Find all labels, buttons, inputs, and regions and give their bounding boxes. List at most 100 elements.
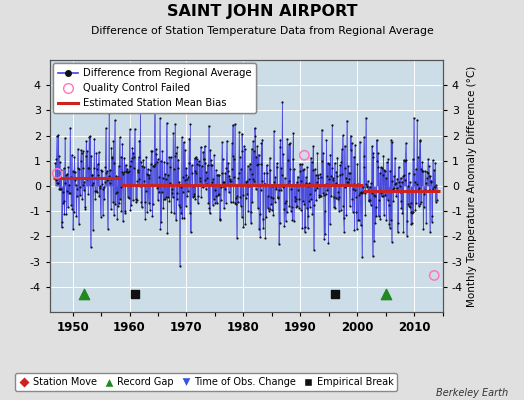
Point <box>407 221 415 228</box>
Point <box>296 168 304 174</box>
Point <box>179 189 187 195</box>
Point <box>173 143 181 150</box>
Point <box>104 226 112 232</box>
Point <box>245 183 253 189</box>
Point <box>408 220 416 226</box>
Point <box>53 180 62 186</box>
Point <box>179 174 188 180</box>
Point <box>347 147 355 153</box>
Point <box>350 181 358 187</box>
Point <box>292 204 300 210</box>
Point <box>264 193 272 200</box>
Point <box>380 168 389 174</box>
Point <box>387 238 396 245</box>
Point <box>358 254 366 260</box>
Point <box>223 138 231 144</box>
Point <box>180 215 188 222</box>
Point <box>58 224 66 230</box>
Point <box>403 200 412 207</box>
Point <box>349 186 357 192</box>
Point <box>243 178 251 184</box>
Point <box>214 172 222 178</box>
Point <box>417 199 425 206</box>
Point <box>183 193 191 200</box>
Point <box>322 137 331 144</box>
Point <box>225 178 234 184</box>
Point <box>312 179 321 185</box>
Point <box>342 212 351 218</box>
Point <box>380 212 388 218</box>
Point <box>227 178 235 184</box>
Point <box>154 183 162 189</box>
Point <box>244 207 253 214</box>
Point <box>200 143 209 150</box>
Point <box>66 190 74 196</box>
Point <box>297 206 305 213</box>
Point <box>213 200 221 206</box>
Point <box>171 121 179 127</box>
Point <box>228 153 237 160</box>
Point <box>113 188 121 195</box>
Point <box>377 190 385 196</box>
Point <box>366 202 375 208</box>
Point <box>279 150 287 157</box>
Point <box>281 200 289 207</box>
Point <box>332 169 341 176</box>
Point <box>265 154 274 161</box>
Point <box>218 139 226 146</box>
Point <box>162 120 171 126</box>
Point <box>86 133 94 139</box>
Point <box>84 191 92 198</box>
Point <box>232 201 240 207</box>
Point <box>324 160 332 166</box>
Point <box>79 182 87 189</box>
Point <box>314 174 322 181</box>
Point <box>353 226 361 232</box>
Point <box>195 178 204 184</box>
Point <box>331 180 340 186</box>
Point <box>395 179 403 186</box>
Point <box>290 198 299 204</box>
Point <box>257 160 265 167</box>
Point <box>103 168 111 174</box>
Point <box>115 134 124 140</box>
Point <box>199 156 208 162</box>
Point <box>102 125 110 131</box>
Point <box>94 149 103 155</box>
Point <box>299 166 307 173</box>
Point <box>219 182 227 189</box>
Text: Difference of Station Temperature Data from Regional Average: Difference of Station Temperature Data f… <box>91 26 433 36</box>
Point <box>421 180 430 186</box>
Point <box>100 196 108 202</box>
Point <box>69 226 77 232</box>
Point <box>177 184 185 190</box>
Point <box>169 194 177 200</box>
Point <box>391 180 399 187</box>
Point <box>197 193 205 200</box>
Point <box>269 212 278 218</box>
Point <box>303 164 311 170</box>
Point <box>267 194 275 200</box>
Point <box>367 190 376 196</box>
Point <box>255 211 264 217</box>
Point <box>357 190 366 196</box>
Point <box>378 164 386 171</box>
Point <box>179 139 188 145</box>
Point <box>369 150 378 156</box>
Point <box>397 204 406 211</box>
Point <box>64 164 72 170</box>
Point <box>381 192 389 198</box>
Point <box>163 160 171 166</box>
Point <box>419 226 428 232</box>
Point <box>136 104 145 110</box>
Point <box>363 182 371 189</box>
Point <box>167 208 176 215</box>
Point <box>53 180 61 186</box>
Point <box>407 208 416 215</box>
Point <box>209 176 217 182</box>
Point <box>61 135 69 141</box>
Point <box>398 178 406 185</box>
Point <box>289 130 298 136</box>
Point <box>339 132 347 139</box>
Point <box>361 153 369 159</box>
